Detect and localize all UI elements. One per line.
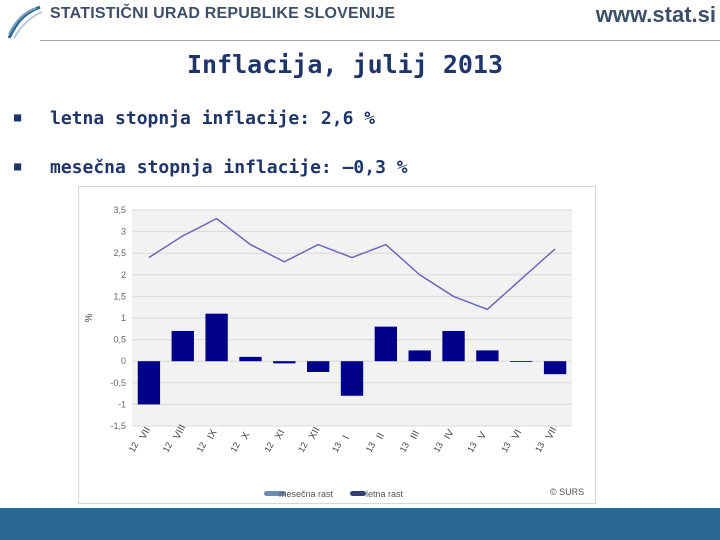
bar-monthly-6 [340, 361, 364, 396]
x-tick-year: 13 [398, 440, 412, 454]
bullet-monthly-inflation: ■ mesečna stopnja inflacije: –0,3 % [14, 157, 408, 178]
bullet-icon: ■ [14, 110, 22, 124]
x-tick-year: 12 [195, 440, 209, 454]
bar-monthly-7 [374, 326, 398, 362]
y-tick-label: -0,5 [110, 378, 126, 388]
legend-label-monthly: mesečna rast [279, 489, 334, 499]
x-tick-year: 13 [465, 440, 479, 454]
chart-credit: © SURS [550, 487, 584, 497]
bar-series [137, 313, 567, 405]
x-tick-year: 12 [161, 440, 175, 454]
y-axis-label: % [84, 313, 95, 322]
legend-label-annual: letna rast [366, 489, 404, 499]
x-tick-year: 12 [228, 440, 242, 454]
y-tick-label: -1 [118, 399, 126, 409]
y-tick-label: 3,5 [113, 205, 126, 215]
x-tick-year: 12 [296, 440, 310, 454]
y-tick-label: 2 [121, 270, 126, 280]
x-tick-label: VI [510, 428, 524, 442]
y-tick-label: 1,5 [113, 291, 126, 301]
x-tick-label: II [375, 431, 387, 441]
bar-monthly-5 [306, 361, 330, 372]
legend-swatch-annual [350, 491, 366, 496]
legend-swatch-monthly [264, 491, 286, 496]
x-tick-label: XII [307, 425, 322, 441]
bar-monthly-11 [510, 361, 533, 362]
y-tick-label: 1 [121, 313, 126, 323]
legend: mesečna rast letna rast [264, 489, 404, 499]
bullet-text: mesečna stopnja inflacije: –0,3 % [50, 157, 408, 178]
x-tick-year: 13 [364, 440, 378, 454]
x-tick-label: I [341, 434, 352, 442]
x-tick-label: V [476, 430, 489, 441]
bar-monthly-4 [273, 361, 296, 364]
bar-monthly-1 [171, 330, 194, 362]
bar-monthly-3 [239, 356, 262, 362]
bullet-annual-inflation: ■ letna stopnja inflacije: 2,6 % [14, 108, 375, 129]
inflation-chart: 3,532,521,510,50-0,5-1-1,5 % VII12VIII12… [78, 186, 596, 504]
header-rule [40, 40, 720, 41]
bar-monthly-2 [205, 313, 228, 362]
y-tick-label: 3 [121, 227, 126, 237]
footer-bar [0, 508, 720, 540]
x-tick-label: VII [544, 425, 559, 441]
x-tick-year: 12 [262, 440, 276, 454]
x-tick-label: VII [138, 425, 153, 441]
bar-monthly-12 [543, 361, 567, 375]
line-annual [148, 217, 556, 311]
y-tick-label: 0,5 [113, 335, 126, 345]
y-tick-label: -1,5 [110, 421, 126, 431]
bar-monthly-10 [476, 350, 499, 362]
x-tick-year: 13 [499, 440, 513, 454]
bar-monthly-0 [137, 361, 161, 405]
bar-monthly-8 [408, 350, 431, 362]
x-tick-year: 12 [127, 440, 141, 454]
bar-monthly-9 [442, 330, 465, 362]
line-series [148, 217, 556, 311]
x-tick-year: 13 [533, 440, 547, 454]
x-tick-label: X [239, 430, 252, 441]
org-name: STATISTIČNI URAD REPUBLIKE SLOVENIJE [50, 5, 396, 22]
gridlines [132, 209, 572, 427]
y-axis-ticks: 3,5 3 2,5 2 1,5 1 0,5 0 -0,5 -1 -1,5 [110, 205, 126, 431]
x-tick-year: 13 [431, 440, 445, 454]
y-tick-label: 0 [121, 356, 126, 366]
y-tick-label: 2,5 [113, 248, 126, 258]
site-url[interactable]: www.stat.si [595, 2, 716, 27]
surs-logo [7, 5, 43, 39]
x-tick-label: XI [273, 428, 287, 442]
slide-title: Inflacija, julij 2013 [186, 50, 504, 79]
bullet-text: letna stopnja inflacije: 2,6 % [50, 108, 376, 129]
bullet-icon: ■ [14, 159, 22, 173]
x-tick-year: 13 [330, 440, 344, 454]
